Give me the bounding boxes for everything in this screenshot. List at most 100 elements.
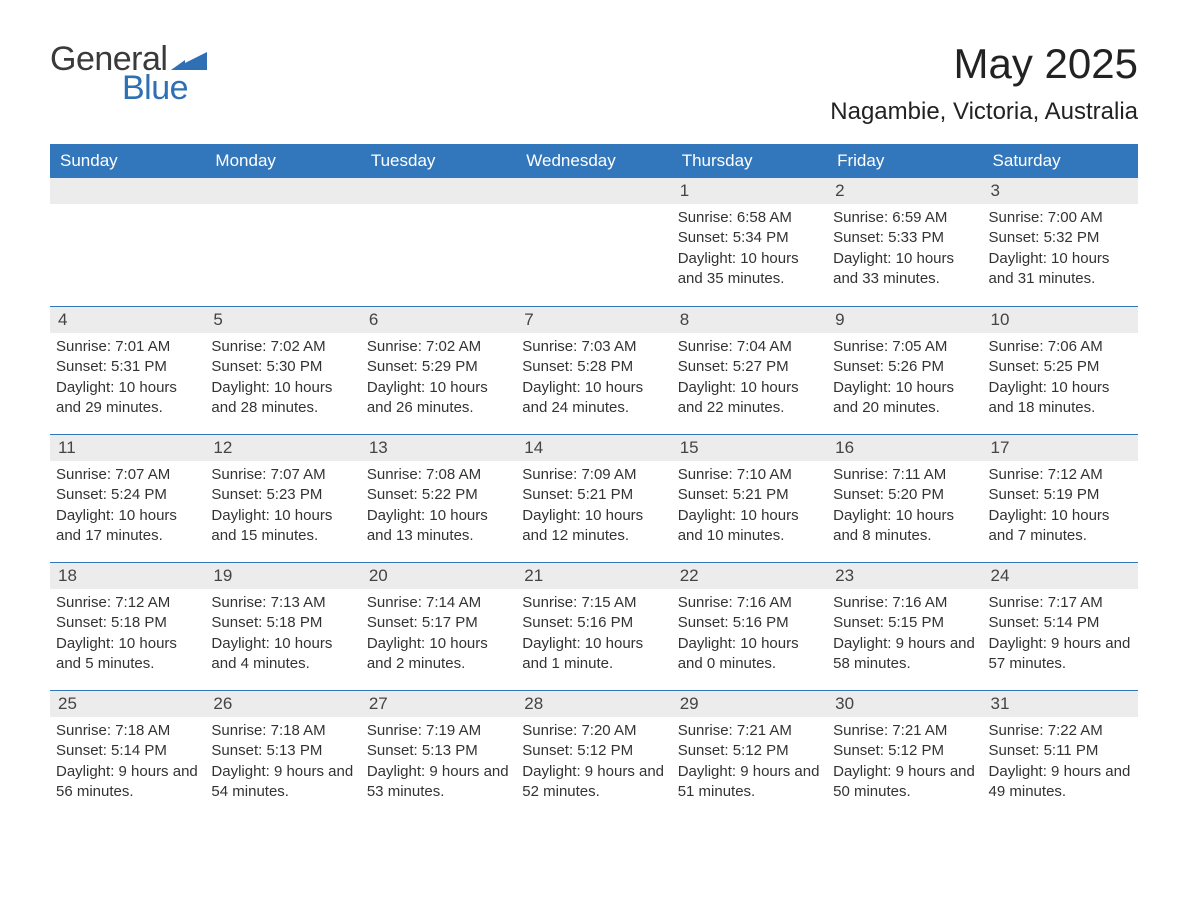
day-body: Sunrise: 7:10 AMSunset: 5:21 PMDaylight:… [672,461,827,554]
day-cell: 18Sunrise: 7:12 AMSunset: 5:18 PMDayligh… [50,563,205,690]
sunrise-text: Sunrise: 7:08 AM [367,465,510,485]
day-number: 30 [827,691,982,717]
sunset-text: Sunset: 5:13 PM [367,741,510,761]
sunrise-text: Sunrise: 6:59 AM [833,208,976,228]
sunrise-text: Sunrise: 7:06 AM [989,337,1132,357]
sunset-text: Sunset: 5:19 PM [989,485,1132,505]
day-cell: 13Sunrise: 7:08 AMSunset: 5:22 PMDayligh… [361,435,516,562]
day-number: 27 [361,691,516,717]
sunset-text: Sunset: 5:16 PM [522,613,665,633]
day-body: Sunrise: 7:08 AMSunset: 5:22 PMDaylight:… [361,461,516,554]
daylight-text: Daylight: 10 hours and 24 minutes. [522,378,665,419]
logo: General Blue [50,40,207,108]
day-cell: 3Sunrise: 7:00 AMSunset: 5:32 PMDaylight… [983,178,1138,306]
sunset-text: Sunset: 5:17 PM [367,613,510,633]
daylight-text: Daylight: 10 hours and 20 minutes. [833,378,976,419]
day-number [50,178,205,204]
sunset-text: Sunset: 5:31 PM [56,357,199,377]
weeks-container: 1Sunrise: 6:58 AMSunset: 5:34 PMDaylight… [50,178,1138,818]
day-number: 8 [672,307,827,333]
day-body [50,204,205,216]
sunrise-text: Sunrise: 7:21 AM [678,721,821,741]
daylight-text: Daylight: 10 hours and 1 minute. [522,634,665,675]
day-header: Monday [205,144,360,178]
day-number: 9 [827,307,982,333]
sunrise-text: Sunrise: 7:02 AM [367,337,510,357]
day-body: Sunrise: 7:12 AMSunset: 5:18 PMDaylight:… [50,589,205,682]
day-body: Sunrise: 7:20 AMSunset: 5:12 PMDaylight:… [516,717,671,810]
daylight-text: Daylight: 10 hours and 8 minutes. [833,506,976,547]
daylight-text: Daylight: 10 hours and 29 minutes. [56,378,199,419]
sunrise-text: Sunrise: 7:12 AM [56,593,199,613]
day-number: 12 [205,435,360,461]
day-cell: 28Sunrise: 7:20 AMSunset: 5:12 PMDayligh… [516,691,671,818]
sunrise-text: Sunrise: 7:22 AM [989,721,1132,741]
sunrise-text: Sunrise: 7:18 AM [56,721,199,741]
day-number: 25 [50,691,205,717]
day-header: Friday [827,144,982,178]
day-body: Sunrise: 7:13 AMSunset: 5:18 PMDaylight:… [205,589,360,682]
day-number: 28 [516,691,671,717]
day-number: 6 [361,307,516,333]
sunset-text: Sunset: 5:25 PM [989,357,1132,377]
day-cell: 21Sunrise: 7:15 AMSunset: 5:16 PMDayligh… [516,563,671,690]
day-body: Sunrise: 7:01 AMSunset: 5:31 PMDaylight:… [50,333,205,426]
daylight-text: Daylight: 10 hours and 4 minutes. [211,634,354,675]
sunset-text: Sunset: 5:29 PM [367,357,510,377]
daylight-text: Daylight: 9 hours and 57 minutes. [989,634,1132,675]
day-number: 1 [672,178,827,204]
day-cell: 30Sunrise: 7:21 AMSunset: 5:12 PMDayligh… [827,691,982,818]
sunrise-text: Sunrise: 7:03 AM [522,337,665,357]
day-cell: 27Sunrise: 7:19 AMSunset: 5:13 PMDayligh… [361,691,516,818]
sunrise-text: Sunrise: 7:07 AM [56,465,199,485]
day-cell: 1Sunrise: 6:58 AMSunset: 5:34 PMDaylight… [672,178,827,306]
day-cell: 9Sunrise: 7:05 AMSunset: 5:26 PMDaylight… [827,307,982,434]
day-cell: 31Sunrise: 7:22 AMSunset: 5:11 PMDayligh… [983,691,1138,818]
sunset-text: Sunset: 5:21 PM [678,485,821,505]
day-cell [50,178,205,306]
sunset-text: Sunset: 5:12 PM [522,741,665,761]
sunset-text: Sunset: 5:28 PM [522,357,665,377]
title-block: May 2025 Nagambie, Victoria, Australia [830,40,1138,126]
day-number: 21 [516,563,671,589]
week-row: 18Sunrise: 7:12 AMSunset: 5:18 PMDayligh… [50,562,1138,690]
day-cell: 22Sunrise: 7:16 AMSunset: 5:16 PMDayligh… [672,563,827,690]
day-header-row: Sunday Monday Tuesday Wednesday Thursday… [50,144,1138,178]
sunrise-text: Sunrise: 6:58 AM [678,208,821,228]
daylight-text: Daylight: 10 hours and 17 minutes. [56,506,199,547]
day-number: 18 [50,563,205,589]
day-number: 22 [672,563,827,589]
day-body: Sunrise: 7:03 AMSunset: 5:28 PMDaylight:… [516,333,671,426]
sunset-text: Sunset: 5:14 PM [56,741,199,761]
sunset-text: Sunset: 5:30 PM [211,357,354,377]
day-cell: 11Sunrise: 7:07 AMSunset: 5:24 PMDayligh… [50,435,205,562]
sunset-text: Sunset: 5:16 PM [678,613,821,633]
sunrise-text: Sunrise: 7:02 AM [211,337,354,357]
day-number: 5 [205,307,360,333]
sunrise-text: Sunrise: 7:19 AM [367,721,510,741]
day-body: Sunrise: 7:22 AMSunset: 5:11 PMDaylight:… [983,717,1138,810]
sunrise-text: Sunrise: 7:07 AM [211,465,354,485]
daylight-text: Daylight: 9 hours and 56 minutes. [56,762,199,803]
day-cell [516,178,671,306]
day-header: Saturday [983,144,1138,178]
title-location: Nagambie, Victoria, Australia [830,98,1138,126]
day-body: Sunrise: 7:09 AMSunset: 5:21 PMDaylight:… [516,461,671,554]
sunrise-text: Sunrise: 7:09 AM [522,465,665,485]
sunrise-text: Sunrise: 7:01 AM [56,337,199,357]
day-number: 15 [672,435,827,461]
title-month: May 2025 [830,40,1138,88]
sunset-text: Sunset: 5:24 PM [56,485,199,505]
sunset-text: Sunset: 5:20 PM [833,485,976,505]
day-header: Wednesday [516,144,671,178]
sunrise-text: Sunrise: 7:13 AM [211,593,354,613]
daylight-text: Daylight: 9 hours and 54 minutes. [211,762,354,803]
daylight-text: Daylight: 10 hours and 12 minutes. [522,506,665,547]
day-number: 20 [361,563,516,589]
sunrise-text: Sunrise: 7:12 AM [989,465,1132,485]
sunset-text: Sunset: 5:12 PM [678,741,821,761]
week-row: 4Sunrise: 7:01 AMSunset: 5:31 PMDaylight… [50,306,1138,434]
day-number: 10 [983,307,1138,333]
day-body: Sunrise: 7:02 AMSunset: 5:30 PMDaylight:… [205,333,360,426]
sunrise-text: Sunrise: 7:05 AM [833,337,976,357]
